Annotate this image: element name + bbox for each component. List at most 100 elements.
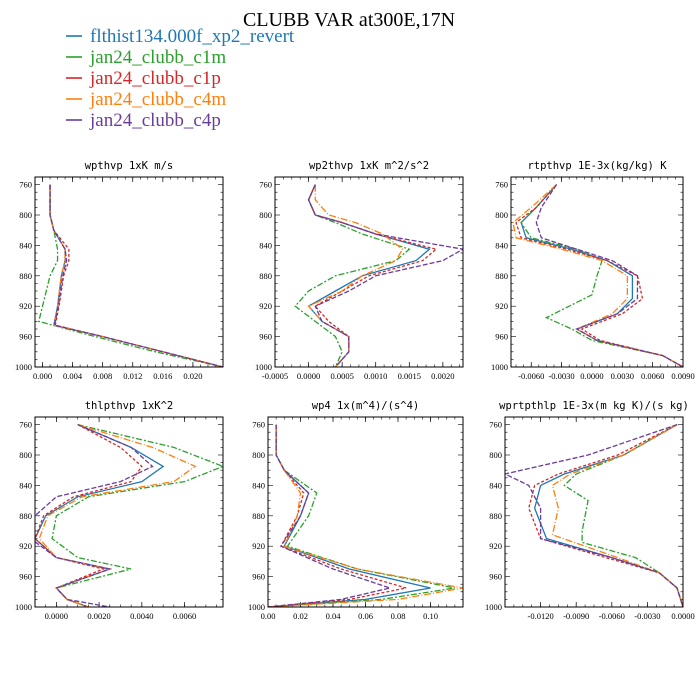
legend-entry: flthist134.000f_xp2_revert xyxy=(90,26,295,47)
series-line xyxy=(49,184,223,367)
y-tick-label: 920 xyxy=(19,301,32,311)
panel-6: wprtpthlp 1E-3x(m kg K)/(s kg) -0.0120 -0.… xyxy=(485,400,695,621)
x-tick-label: 0.0005 xyxy=(330,371,353,381)
series-line xyxy=(51,423,223,607)
series-line xyxy=(268,424,456,607)
plot-frame xyxy=(274,176,464,368)
y-tick-label: 1000 xyxy=(15,602,32,612)
y-tick-label: 960 xyxy=(19,572,32,582)
x-tick-label: -0.0060 xyxy=(599,611,625,621)
panel-4: thlpthvp 1xK^2 0.0000 0.0020 0.0040 0.0060 76… xyxy=(15,400,224,621)
y-tick-label: 840 xyxy=(252,480,265,490)
y-tick-label: 960 xyxy=(259,332,272,342)
y-tick-label: 1000 xyxy=(255,362,272,372)
plot-frame xyxy=(510,176,684,368)
x-tick-label: -0.0030 xyxy=(548,371,574,381)
y-tick-label: 880 xyxy=(19,271,32,281)
series-line xyxy=(535,184,683,367)
y-tick-label: 1000 xyxy=(15,362,32,372)
series-line xyxy=(551,424,683,607)
x-tick-label: 0.04 xyxy=(326,611,342,621)
series-line xyxy=(505,423,683,607)
panel-2: wp2thvp 1xK m^2/s^2 -0.0005 0.0000 0.0005 0.… xyxy=(255,160,464,381)
y-tick-label: 840 xyxy=(259,240,272,250)
legend-entry: jan24_clubb_c1m xyxy=(89,47,226,68)
x-tick-label: 0.020 xyxy=(183,371,202,381)
x-tick-label: 0.0000 xyxy=(297,371,320,381)
y-tick-label: 800 xyxy=(495,210,508,220)
series-line xyxy=(49,184,223,367)
series-group xyxy=(505,423,683,607)
legend: flthist134.000f_xp2_revertjan24_clubb_c1… xyxy=(66,26,295,131)
x-tick-label: 0.0000 xyxy=(671,611,694,621)
panel-3: rtpthvp 1E-3x(kg/kg) K -0.0060 -0.0030 0.00… xyxy=(491,160,695,381)
legend-entry: jan24_clubb_c1p xyxy=(89,68,221,89)
legend-entry: jan24_clubb_c4m xyxy=(89,89,226,110)
series-line xyxy=(35,424,165,607)
x-tick-label: 0.0000 xyxy=(45,611,68,621)
y-tick-label: 960 xyxy=(489,572,502,582)
y-tick-label: 760 xyxy=(495,180,508,190)
x-tick-label: 0.008 xyxy=(93,371,112,381)
panel-title: thlpthvp 1xK^2 xyxy=(85,400,174,412)
x-tick-label: 0.004 xyxy=(63,371,83,381)
y-tick-label: 920 xyxy=(495,301,508,311)
y-tick-label: 800 xyxy=(259,210,272,220)
x-tick-label: 0.0060 xyxy=(641,371,664,381)
y-tick-label: 960 xyxy=(19,332,32,342)
series-line xyxy=(35,424,154,607)
panels: wpthvp 1xK m/s 0.000 0.004 0.008 0.012 0.016 0… xyxy=(15,160,695,621)
y-tick-label: 760 xyxy=(259,180,272,190)
x-tick-label: 0.0030 xyxy=(611,371,634,381)
x-tick-label: 0.0020 xyxy=(87,611,110,621)
y-tick-label: 760 xyxy=(19,420,32,430)
y-tick-label: 800 xyxy=(19,210,32,220)
x-tick-label: 0.000 xyxy=(33,371,52,381)
x-tick-label: 0.0010 xyxy=(364,371,387,381)
y-tick-label: 840 xyxy=(19,240,32,250)
series-line xyxy=(268,424,393,607)
series-line xyxy=(520,184,683,367)
panel-title: wp2thvp 1xK m^2/s^2 xyxy=(309,160,429,172)
y-tick-label: 760 xyxy=(252,420,265,430)
panel-title: wpthvp 1xK m/s xyxy=(85,160,174,172)
y-tick-label: 760 xyxy=(489,420,502,430)
series-line xyxy=(528,424,683,607)
x-tick-label: 0.0060 xyxy=(173,611,196,621)
y-tick-label: 880 xyxy=(495,271,508,281)
series-group xyxy=(512,184,683,367)
x-tick-label: 0.0090 xyxy=(671,371,694,381)
y-tick-label: 880 xyxy=(259,271,272,281)
x-tick-label: 0.016 xyxy=(153,371,172,381)
y-tick-label: 800 xyxy=(252,450,265,460)
series-group xyxy=(37,184,223,367)
plot-frame xyxy=(34,176,224,368)
y-tick-label: 920 xyxy=(252,541,265,551)
panel-5: wp4 1x(m^4)/(s^4) 0.00 0.02 0.04 0.06 0.08 0.1… xyxy=(248,400,464,621)
series-line xyxy=(38,423,197,607)
plot-frame xyxy=(34,416,224,608)
y-tick-label: 1000 xyxy=(248,602,265,612)
x-tick-label: 0.02 xyxy=(293,611,308,621)
panel-1: wpthvp 1xK m/s 0.000 0.004 0.008 0.012 0.016 0… xyxy=(15,160,224,381)
series-line xyxy=(520,184,683,367)
y-tick-label: 840 xyxy=(495,240,508,250)
x-tick-label: 0.0015 xyxy=(398,371,421,381)
x-tick-label: 0.0020 xyxy=(431,371,454,381)
x-tick-label: -0.0090 xyxy=(563,611,589,621)
series-line xyxy=(515,184,683,367)
y-tick-label: 920 xyxy=(489,541,502,551)
series-line xyxy=(307,184,463,367)
series-line xyxy=(294,184,411,367)
y-tick-label: 840 xyxy=(19,480,32,490)
series-line xyxy=(37,184,223,367)
y-tick-label: 760 xyxy=(19,180,32,190)
panel-title: wp4 1x(m^4)/(s^4) xyxy=(312,400,419,412)
figure-title: CLUBB VAR at300E,17N xyxy=(243,9,455,31)
y-tick-label: 800 xyxy=(19,450,32,460)
x-tick-label: 0.012 xyxy=(123,371,142,381)
x-tick-label: 0.0000 xyxy=(580,371,603,381)
legend-entry: jan24_clubb_c4p xyxy=(89,110,221,131)
y-tick-label: 920 xyxy=(259,301,272,311)
